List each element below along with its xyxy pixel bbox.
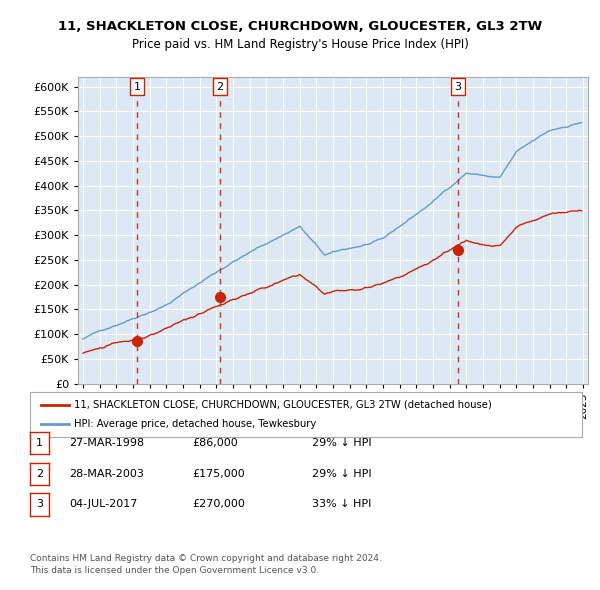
Text: Price paid vs. HM Land Registry's House Price Index (HPI): Price paid vs. HM Land Registry's House … (131, 38, 469, 51)
Text: 3: 3 (36, 500, 43, 509)
Text: 2: 2 (217, 81, 224, 91)
Text: 1: 1 (36, 438, 43, 448)
Text: 11, SHACKLETON CLOSE, CHURCHDOWN, GLOUCESTER, GL3 2TW (detached house): 11, SHACKLETON CLOSE, CHURCHDOWN, GLOUCE… (74, 400, 492, 409)
Text: £175,000: £175,000 (192, 469, 245, 478)
Text: 1: 1 (133, 81, 140, 91)
Text: £86,000: £86,000 (192, 438, 238, 448)
Text: HPI: Average price, detached house, Tewkesbury: HPI: Average price, detached house, Tewk… (74, 419, 316, 429)
Text: 27-MAR-1998: 27-MAR-1998 (69, 438, 144, 448)
Text: 3: 3 (455, 81, 461, 91)
Text: 33% ↓ HPI: 33% ↓ HPI (312, 500, 371, 509)
Text: 04-JUL-2017: 04-JUL-2017 (69, 500, 137, 509)
Text: 28-MAR-2003: 28-MAR-2003 (69, 469, 144, 478)
Text: £270,000: £270,000 (192, 500, 245, 509)
Text: 29% ↓ HPI: 29% ↓ HPI (312, 469, 371, 478)
Text: 29% ↓ HPI: 29% ↓ HPI (312, 438, 371, 448)
Text: 11, SHACKLETON CLOSE, CHURCHDOWN, GLOUCESTER, GL3 2TW: 11, SHACKLETON CLOSE, CHURCHDOWN, GLOUCE… (58, 20, 542, 33)
Text: Contains HM Land Registry data © Crown copyright and database right 2024.
This d: Contains HM Land Registry data © Crown c… (30, 554, 382, 575)
Text: 2: 2 (36, 469, 43, 478)
